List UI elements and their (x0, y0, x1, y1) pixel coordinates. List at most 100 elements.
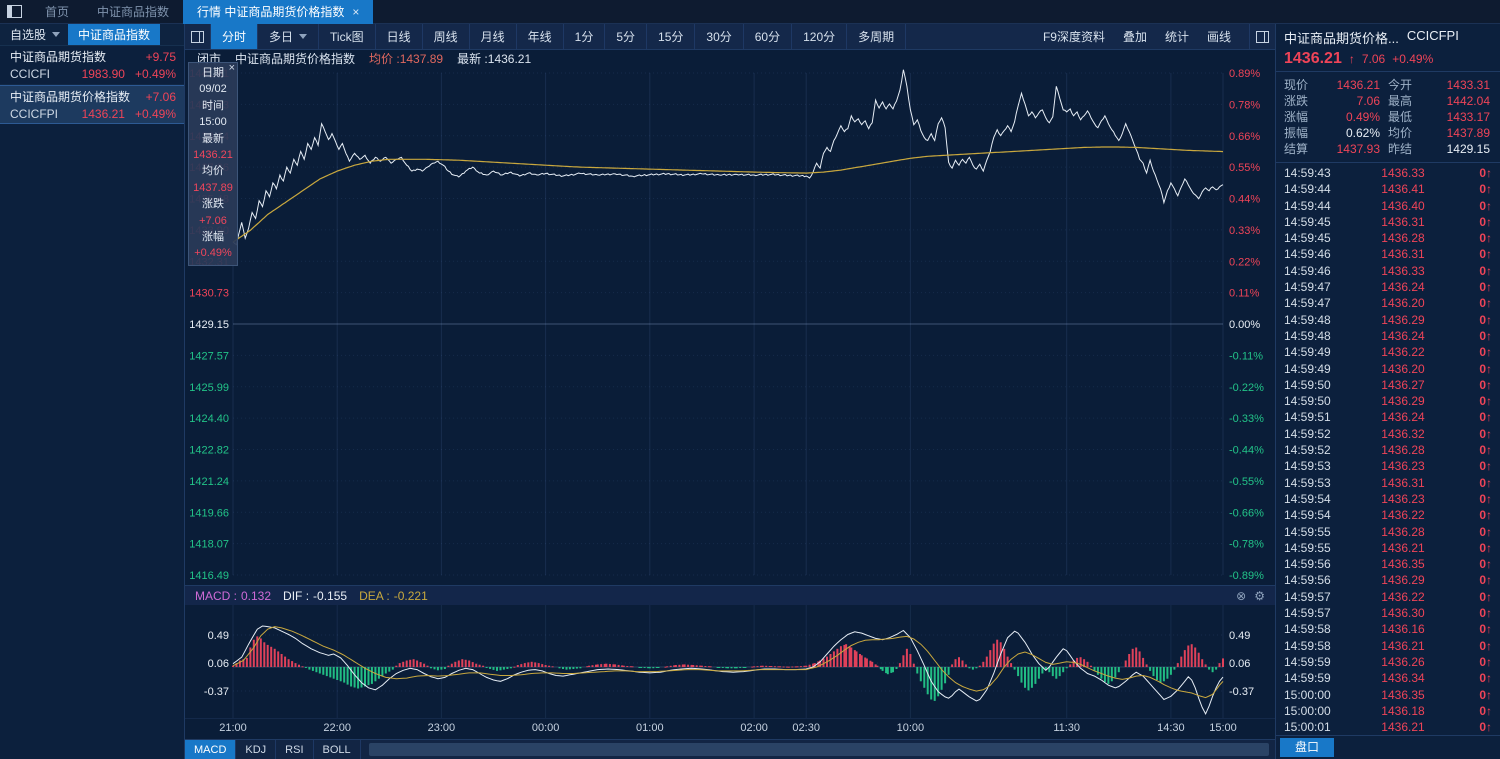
tick-row[interactable]: 14:59:461436.330↑ (1284, 263, 1492, 279)
tooltip-label: 涨幅 (189, 229, 237, 245)
tick-price: 1436.29 (1346, 393, 1460, 409)
tick-row[interactable]: 15:00:001436.180↑ (1284, 703, 1492, 719)
indicator-tab[interactable]: KDJ (236, 740, 276, 759)
period-button[interactable]: 日线 (376, 24, 423, 49)
close-circle-icon[interactable]: ⊗ (1236, 589, 1246, 603)
tab-close-icon[interactable]: × (352, 1, 359, 24)
period-button[interactable]: 月线 (470, 24, 517, 49)
tick-row[interactable]: 15:00:001436.350↑ (1284, 687, 1492, 703)
macd-axis-label: -0.37 (204, 686, 229, 698)
tick-row[interactable]: 14:59:461436.310↑ (1284, 246, 1492, 262)
watchlist-sidebar: 自选股 中证商品指数 中证商品期货指数+9.75CCICFI1983.90+0.… (0, 24, 185, 759)
tick-row[interactable]: 14:59:521436.280↑ (1284, 442, 1492, 458)
window-tab[interactable]: 中证商品指数 (83, 0, 183, 24)
tooltip-close-icon[interactable]: × (229, 62, 235, 74)
indicator-tab[interactable]: BOLL (314, 740, 361, 759)
tick-row[interactable]: 14:59:591436.260↑ (1284, 654, 1492, 670)
tick-row[interactable]: 14:59:491436.200↑ (1284, 361, 1492, 377)
dea-value: -0.221 (394, 589, 428, 603)
chevron-down-icon (52, 32, 60, 37)
toolbar-link[interactable]: 统计 (1165, 24, 1189, 49)
quote-field-value: 1436.21 (1314, 77, 1388, 93)
tick-row[interactable]: 14:59:481436.290↑ (1284, 312, 1492, 328)
tick-row[interactable]: 14:59:501436.290↑ (1284, 393, 1492, 409)
tick-volume: 0↑ (1460, 409, 1492, 425)
period-button[interactable]: 60分 (744, 24, 792, 49)
app-logo-fill (8, 6, 12, 17)
period-label: 30分 (706, 28, 731, 45)
tick-row[interactable]: 14:59:491436.220↑ (1284, 344, 1492, 360)
tick-row[interactable]: 14:59:441436.400↑ (1284, 198, 1492, 214)
tick-row[interactable]: 15:00:011436.210↑ (1284, 719, 1492, 735)
tick-row[interactable]: 14:59:581436.160↑ (1284, 621, 1492, 637)
window-tab[interactable]: 首页 (31, 0, 83, 24)
layout-split-icon[interactable] (185, 24, 211, 49)
period-button[interactable]: 1分 (564, 24, 606, 49)
period-button[interactable]: Tick图 (319, 24, 376, 49)
tick-row[interactable]: 14:59:471436.240↑ (1284, 279, 1492, 295)
period-button[interactable]: 5分 (605, 24, 647, 49)
period-button[interactable]: 120分 (792, 24, 847, 49)
gear-icon[interactable]: ⚙ (1254, 589, 1265, 603)
indicator-tab[interactable]: MACD (185, 740, 236, 759)
tick-row[interactable]: 14:59:531436.230↑ (1284, 458, 1492, 474)
tick-row[interactable]: 14:59:551436.280↑ (1284, 524, 1492, 540)
tick-row[interactable]: 14:59:561436.290↑ (1284, 572, 1492, 588)
watchlist-item[interactable]: 中证商品期货价格指数+7.06CCICFPI1436.21+0.49% (0, 85, 184, 124)
percent-axis-label: -0.55% (1229, 476, 1264, 488)
period-button[interactable]: 15分 (647, 24, 695, 49)
tick-time: 14:59:43 (1284, 165, 1346, 181)
tick-price: 1436.21 (1346, 719, 1460, 735)
tick-row[interactable]: 14:59:541436.220↑ (1284, 507, 1492, 523)
tick-row[interactable]: 14:59:481436.240↑ (1284, 328, 1492, 344)
tick-row[interactable]: 14:59:471436.200↑ (1284, 295, 1492, 311)
indicator-tab[interactable]: RSI (276, 740, 313, 759)
toolbar-link[interactable]: 叠加 (1123, 24, 1147, 49)
tick-row[interactable]: 14:59:511436.240↑ (1284, 409, 1492, 425)
order-book-tab[interactable]: 盘口 (1280, 738, 1334, 757)
tick-price: 1436.23 (1346, 458, 1460, 474)
tooltip-label: 时间 (189, 98, 237, 114)
tick-row[interactable]: 14:59:431436.330↑ (1284, 165, 1492, 181)
tick-volume: 0↑ (1460, 279, 1492, 295)
tick-row[interactable]: 14:59:591436.340↑ (1284, 670, 1492, 686)
period-button[interactable]: 30分 (695, 24, 743, 49)
period-button[interactable]: 多日 (258, 24, 319, 49)
tick-row[interactable]: 14:59:451436.280↑ (1284, 230, 1492, 246)
toolbar-link[interactable]: F9深度资料 (1043, 24, 1105, 49)
quote-field-label: 最低 (1388, 109, 1418, 125)
panel-layout-icon[interactable] (1249, 24, 1275, 49)
watchlist-dropdown[interactable]: 自选股 (0, 24, 68, 45)
quote-field-label: 结算 (1284, 141, 1314, 157)
instrument-title: 中证商品期货价格指数 (235, 50, 355, 68)
tick-row[interactable]: 14:59:571436.300↑ (1284, 605, 1492, 621)
time-axis-label: 21:00 (219, 722, 247, 734)
horizontal-scrollbar[interactable] (369, 743, 1269, 756)
tick-volume: 0↑ (1460, 703, 1492, 719)
toolbar-link[interactable]: 画线 (1207, 24, 1231, 49)
tick-row[interactable]: 14:59:571436.220↑ (1284, 589, 1492, 605)
tick-row[interactable]: 14:59:441436.410↑ (1284, 181, 1492, 197)
tick-volume: 0↑ (1460, 198, 1492, 214)
tick-row[interactable]: 14:59:521436.320↑ (1284, 426, 1492, 442)
tick-list[interactable]: 14:59:431436.330↑14:59:441436.410↑14:59:… (1276, 163, 1500, 735)
period-button[interactable]: 分时 (211, 24, 258, 49)
tick-row[interactable]: 14:59:561436.350↑ (1284, 556, 1492, 572)
watchlist-item[interactable]: 中证商品期货指数+9.75CCICFI1983.90+0.49% (0, 46, 184, 85)
tick-row[interactable]: 14:59:551436.210↑ (1284, 540, 1492, 556)
index-group-button[interactable]: 中证商品指数 (68, 24, 160, 45)
tick-row[interactable]: 14:59:541436.230↑ (1284, 491, 1492, 507)
tick-row[interactable]: 14:59:581436.210↑ (1284, 638, 1492, 654)
tick-row[interactable]: 14:59:451436.310↑ (1284, 214, 1492, 230)
intraday-chart[interactable]: 1441.811440.231438.641437.061435.481433.… (185, 68, 1275, 585)
tick-row[interactable]: 14:59:531436.310↑ (1284, 475, 1492, 491)
period-label: 15分 (658, 28, 683, 45)
period-button[interactable]: 多周期 (847, 24, 906, 49)
window-tab[interactable]: 行情 中证商品期货价格指数× (183, 0, 373, 24)
macd-chart[interactable]: 0.490.490.060.06-0.37-0.37 (185, 605, 1275, 718)
up-arrow-icon: ↑ (1486, 182, 1492, 196)
period-button[interactable]: 周线 (423, 24, 470, 49)
period-button[interactable]: 年线 (517, 24, 564, 49)
app-logo-icon[interactable] (7, 5, 22, 18)
tick-row[interactable]: 14:59:501436.270↑ (1284, 377, 1492, 393)
